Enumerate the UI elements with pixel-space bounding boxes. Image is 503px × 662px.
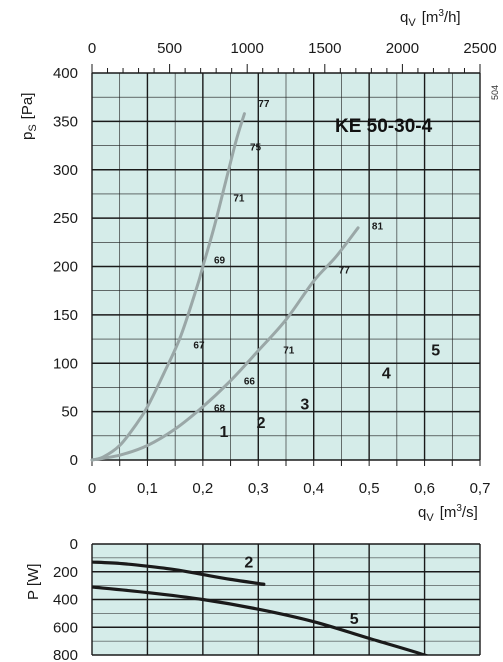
y-tick-label: 150 xyxy=(53,307,78,324)
power-curve-number-label: 2 xyxy=(244,555,253,572)
efficiency-label: 77 xyxy=(258,99,270,110)
y-axis-unit: [Pa] xyxy=(19,93,36,120)
top-axis-unit-close: /h] xyxy=(444,9,461,26)
x-tick-label: 0,5 xyxy=(359,480,380,497)
y-axis-sub: S xyxy=(27,124,39,131)
top-axis-sup: 3 xyxy=(438,8,444,19)
y-tick-label: 200 xyxy=(53,259,78,276)
x2-tick-label: 500 xyxy=(157,40,182,57)
bottom-axis-sup: 3 xyxy=(456,503,462,514)
y-tick-label: 300 xyxy=(53,162,78,179)
top-axis-label: qV [m3/h] xyxy=(400,8,461,29)
chart-title: KE 50-30-4 xyxy=(335,116,433,137)
curve-number-label: 5 xyxy=(431,343,440,360)
curve-number-label: 3 xyxy=(300,397,309,414)
x-tick-label: 0,7 xyxy=(470,480,491,497)
x2-tick-label: 1500 xyxy=(308,40,341,57)
efficiency-label: 71 xyxy=(233,194,245,205)
curve-number-label: 2 xyxy=(257,415,266,432)
top-axis-unit-open: [m xyxy=(422,9,439,26)
y-tick-label: 250 xyxy=(53,210,78,227)
top-axis-sub: V xyxy=(408,17,416,29)
power-y-tick-label: 800 xyxy=(53,647,78,662)
x2-tick-label: 1000 xyxy=(231,40,264,57)
x-tick-label: 0,4 xyxy=(303,480,324,497)
power-curve-number-label: 5 xyxy=(350,611,359,628)
efficiency-label: 66 xyxy=(244,377,256,388)
bottom-axis-sub: V xyxy=(426,512,434,524)
x2-tick-label: 2000 xyxy=(386,40,419,57)
x2-tick-label: 0 xyxy=(88,40,96,57)
main-grid xyxy=(91,64,481,466)
y-axis-p: p xyxy=(19,132,36,140)
power-curve-5 xyxy=(92,585,430,655)
x-tick-label: 0,6 xyxy=(414,480,435,497)
efficiency-label: 75 xyxy=(250,142,262,153)
y-tick-label: 0 xyxy=(70,452,78,469)
efficiency-label: 68 xyxy=(214,404,226,415)
efficiency-label: 81 xyxy=(372,222,384,233)
power-y-tick-label: 200 xyxy=(53,564,78,581)
efficiency-label: 67 xyxy=(193,341,205,352)
x-tick-label: 0,3 xyxy=(248,480,269,497)
curve-annotations: 77 75 71 69 67 66 68 71 77 81 1 2 3 4 5 2 5 xyxy=(193,99,440,628)
y-tick-label: 350 xyxy=(53,113,78,130)
power-grid xyxy=(91,543,481,656)
side-code: 504 xyxy=(490,85,500,100)
x2-tick-label: 2500 xyxy=(463,40,496,57)
y-axis-label: pS [Pa] xyxy=(19,93,39,140)
x-tick-label: 0 xyxy=(88,480,96,497)
power-axis-label: P [W] xyxy=(25,564,42,600)
curve-number-label: 1 xyxy=(219,424,228,441)
system-curve-2 xyxy=(90,226,360,462)
tick-labels: 0 0,1 0,2 0,3 0,4 0,5 0,6 0,70 500 1000 1500 2000 25… xyxy=(53,40,497,662)
bottom-axis-unit-open: [m xyxy=(440,504,457,521)
power-y-tick-label: 400 xyxy=(53,592,78,609)
y-tick-label: 100 xyxy=(53,355,78,372)
power-y-tick-label: 600 xyxy=(53,619,78,636)
efficiency-label: 77 xyxy=(339,265,351,276)
efficiency-label: 69 xyxy=(214,256,226,267)
system-curve-1 xyxy=(90,112,246,462)
bottom-axis-q: q xyxy=(418,504,426,521)
top-axis-q: q xyxy=(400,9,408,26)
bottom-axis-unit-close: /s] xyxy=(462,504,478,521)
y-tick-label: 400 xyxy=(53,65,78,82)
bottom-axis-label: qV [m3/s] xyxy=(418,503,478,524)
curves xyxy=(90,112,430,655)
y-tick-label: 50 xyxy=(61,404,78,421)
x-tick-label: 0,1 xyxy=(137,480,158,497)
curve-number-label: 4 xyxy=(382,366,391,383)
power-curve-2 xyxy=(92,560,266,586)
power-y-tick-label: 0 xyxy=(70,536,78,553)
efficiency-label: 71 xyxy=(283,346,295,357)
x-tick-label: 0,2 xyxy=(192,480,213,497)
